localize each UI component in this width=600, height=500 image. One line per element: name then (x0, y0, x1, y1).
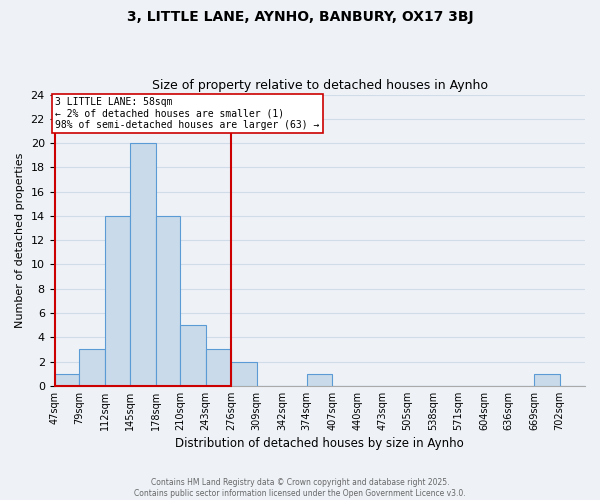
Bar (55, 94, 231, 386)
Bar (180, 325, 206, 386)
Y-axis label: Number of detached properties: Number of detached properties (15, 152, 25, 328)
Bar (231, 362, 257, 386)
Bar (79, 350, 104, 386)
Text: 3, LITTLE LANE, AYNHO, BANBURY, OX17 3BJ: 3, LITTLE LANE, AYNHO, BANBURY, OX17 3BJ (127, 10, 473, 24)
Bar (307, 374, 332, 386)
Text: Contains HM Land Registry data © Crown copyright and database right 2025.
Contai: Contains HM Land Registry data © Crown c… (134, 478, 466, 498)
Bar (155, 216, 180, 386)
Bar (206, 350, 231, 386)
Bar (55, 374, 79, 386)
Text: 3 LITTLE LANE: 58sqm
← 2% of detached houses are smaller (1)
98% of semi-detache: 3 LITTLE LANE: 58sqm ← 2% of detached ho… (55, 97, 320, 130)
Title: Size of property relative to detached houses in Aynho: Size of property relative to detached ho… (152, 79, 488, 92)
X-axis label: Distribution of detached houses by size in Aynho: Distribution of detached houses by size … (175, 437, 464, 450)
Bar (104, 216, 130, 386)
Bar (534, 374, 560, 386)
Bar (130, 143, 155, 386)
